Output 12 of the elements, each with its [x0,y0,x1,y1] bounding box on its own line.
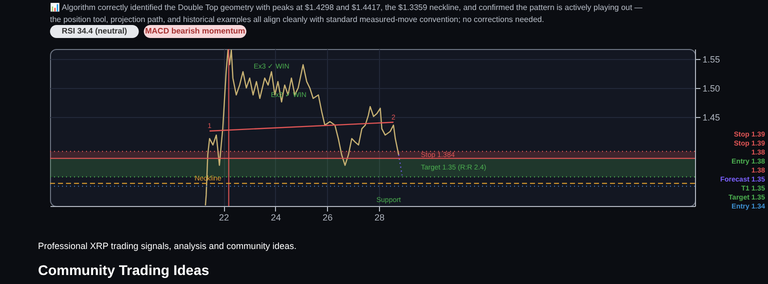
chart-title: 📊 Algorithm correctly identified the Double Top geometry with peaks at $1.4298 and $1.4417, the $1.3359 neckline, and confirmed the pattern is actively playing out — the position tool, projection path, and historical examples all align cleanly with standard measured-move convention; no corrections needed. [50,2,642,24]
x-tick-label: 22 [219,212,230,222]
text: RSI 34.4 (neutral) [62,26,128,36]
x-tick-label: 26 [322,212,333,222]
text: MACD bearish momentum [145,26,246,36]
text: Community Trading Ideas [38,262,210,278]
x-tick-label: 24 [270,212,281,222]
y-tick-label: 1.50 [702,83,720,94]
x-tick-label: 28 [374,212,384,222]
text: Professional XRP trading signals, analysis and community ideas. [38,241,296,251]
y-tick-label: 1.45 [702,112,720,123]
y-tick-label: 1.55 [702,54,720,64]
